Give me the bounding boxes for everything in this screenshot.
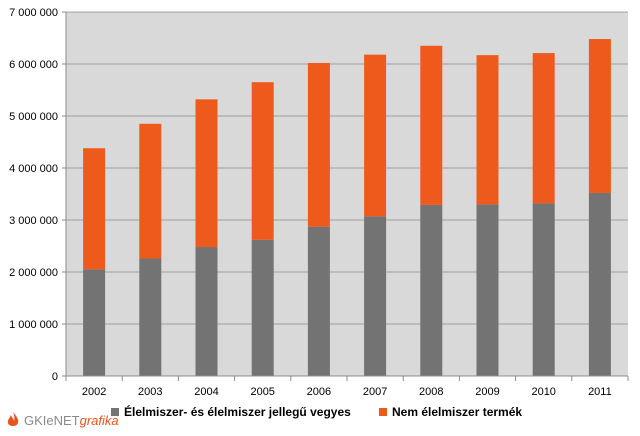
bar-nonfood-segment [307,62,330,227]
bar-nonfood-segment [364,54,387,217]
y-tick-label: 2 000 000 [9,267,58,279]
bar-food-segment [251,239,274,376]
bar-food-segment [476,204,499,376]
x-axis-ticks: 2002 2003 2004 2005 2006 2007 2008 2009 2010 2011 [65,376,629,398]
legend-label-food: Élelmiszer- és élelmiszer jellegű vegyes [124,404,351,419]
legend-swatch-nonfood [379,408,387,416]
x-tick-label: 2010 [531,386,555,398]
bar-food-segment [532,203,555,376]
bar-food-segment [83,269,106,376]
x-tick-label: 2003 [138,386,162,398]
y-tick-label: 6 000 000 [9,59,58,71]
y-tick-label: 3 000 000 [9,215,58,227]
x-tick-label: 2006 [307,386,331,398]
logo-flame-icon [7,412,19,426]
x-tick-label: 2005 [250,386,274,398]
bar-nonfood-segment [83,148,106,270]
y-tick-label: 7 000 000 [9,7,58,19]
y-tick-label: 5 000 000 [9,111,58,123]
x-tick-label: 2008 [419,386,443,398]
legend-swatch-food [111,408,119,416]
bar-food-segment [420,204,443,376]
bar-nonfood-segment [532,53,555,204]
bar-nonfood-segment [251,82,274,240]
bar-food-segment [307,226,330,376]
logo-text-grafika: grafika [79,412,119,428]
bar-nonfood-segment [195,99,218,248]
bar-food-segment [364,216,387,376]
bar-nonfood-segment [139,123,162,259]
bar-nonfood-segment [588,39,611,193]
y-tick-label: 4 000 000 [9,163,58,175]
y-axis-ticks: 0 1 000 000 2 000 000 3 000 000 4 000 000 5 0… [9,7,66,383]
x-tick-label: 2002 [82,386,106,398]
brand-logo: GKIeNET grafika [4,408,119,432]
logo-text-gkienet: GKIeNET [24,412,80,428]
bar-nonfood-segment [476,55,499,205]
x-tick-label: 2007 [363,386,387,398]
bar-food-segment [139,258,162,376]
bar-nonfood-segment [420,45,443,205]
y-tick-label: 0 [52,371,58,383]
legend-label-nonfood: Nem élelmiszer termék [392,405,522,419]
bars [83,39,611,376]
bar-food-segment [195,247,218,376]
x-tick-label: 2011 [588,386,612,398]
bar-food-segment [588,192,611,376]
y-tick-label: 1 000 000 [9,319,58,331]
x-tick-label: 2004 [194,386,218,398]
x-tick-label: 2009 [475,386,499,398]
legend: Élelmiszer- és élelmiszer jellegű vegyes… [111,404,522,419]
